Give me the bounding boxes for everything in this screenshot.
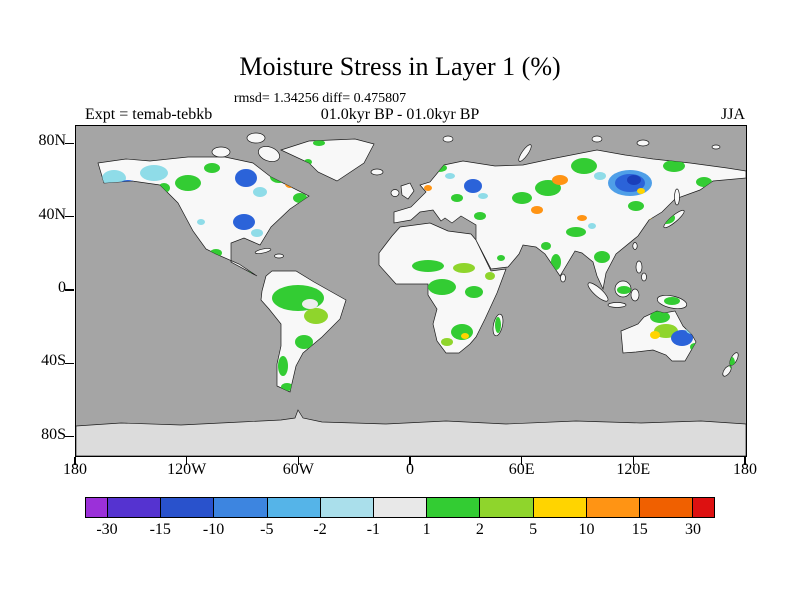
colorbar-cell bbox=[214, 498, 268, 517]
colorbar-tick-label: -5 bbox=[260, 521, 274, 538]
colorbar-tick-label: -30 bbox=[96, 521, 118, 538]
colorbar-tick-label: -10 bbox=[202, 521, 225, 538]
lat-tick-label: 0 bbox=[58, 279, 66, 296]
lon-tick-label: 180 bbox=[63, 461, 87, 478]
colorbar-tick-label: 5 bbox=[529, 521, 538, 538]
lon-tick-label: 120E bbox=[616, 461, 651, 478]
colorbar-tick-label: -2 bbox=[313, 521, 327, 538]
plot-title: Moisture Stress in Layer 1 (%) bbox=[239, 52, 561, 81]
lat-tick bbox=[65, 362, 74, 365]
colorbar-cell bbox=[533, 498, 587, 517]
colorbar-cell bbox=[427, 498, 481, 517]
lat-tick-label: 40N bbox=[38, 205, 66, 223]
lon-tick bbox=[185, 456, 188, 465]
lon-tick bbox=[744, 456, 746, 465]
colorbar-cell bbox=[161, 498, 215, 517]
lon-tick-label: 0 bbox=[406, 461, 414, 478]
colorbar-cell bbox=[267, 498, 321, 517]
colorbar-tick-label: 30 bbox=[685, 521, 701, 538]
lon-tick bbox=[297, 456, 300, 465]
colorbar-tick-label: 1 bbox=[422, 521, 431, 538]
lat-tick bbox=[65, 142, 74, 145]
stats-line: rmsd= 1.34256 diff= 0.475807 bbox=[233, 91, 407, 106]
colorbar-cell bbox=[320, 498, 374, 517]
colorbar-tick-label: -15 bbox=[149, 521, 171, 538]
colorbar-cell bbox=[86, 498, 108, 517]
colorbar-labels: -30 -15 -10 -5 -2 -1 1 2 5 10 15 30 bbox=[85, 521, 715, 543]
colorbar-cell bbox=[586, 498, 640, 517]
lon-tick-label: 180 bbox=[733, 461, 757, 478]
experiment-label: Expt = temab-tebkb bbox=[85, 106, 213, 123]
colorbar bbox=[85, 497, 715, 518]
lat-tick bbox=[65, 435, 74, 438]
lon-tick bbox=[74, 456, 76, 465]
colorbar-cell bbox=[373, 498, 428, 517]
lat-tick-label: 80N bbox=[38, 132, 66, 150]
colorbar-tick-label: 10 bbox=[578, 521, 595, 538]
lat-tick-label: 80S bbox=[41, 425, 66, 443]
lon-tick bbox=[632, 456, 635, 465]
colorbar-tick-label: 15 bbox=[631, 521, 648, 538]
colorbar-tick-label: 2 bbox=[475, 521, 484, 538]
colorbar-tick-label: -1 bbox=[366, 521, 381, 538]
lon-tick-label: 60E bbox=[508, 461, 535, 478]
lat-tick bbox=[65, 289, 74, 291]
lat-tick bbox=[65, 215, 74, 218]
colorbar-cell bbox=[108, 498, 162, 517]
continent-antarctica bbox=[76, 409, 746, 456]
colorbar-cell bbox=[693, 498, 715, 517]
lon-tick bbox=[409, 456, 411, 465]
world-map bbox=[76, 126, 746, 456]
map-frame bbox=[75, 125, 747, 457]
lon-tick-label: 120W bbox=[167, 461, 207, 478]
colorbar-cell bbox=[480, 498, 534, 517]
lat-tick-label: 40S bbox=[41, 352, 66, 370]
lon-tick-label: 60W bbox=[282, 461, 314, 478]
colorbar-cell bbox=[639, 498, 694, 517]
season-label: JJA bbox=[720, 106, 745, 123]
lon-tick bbox=[520, 456, 523, 465]
period-line: 01.0kyr BP - 01.0kyr BP bbox=[320, 106, 480, 123]
